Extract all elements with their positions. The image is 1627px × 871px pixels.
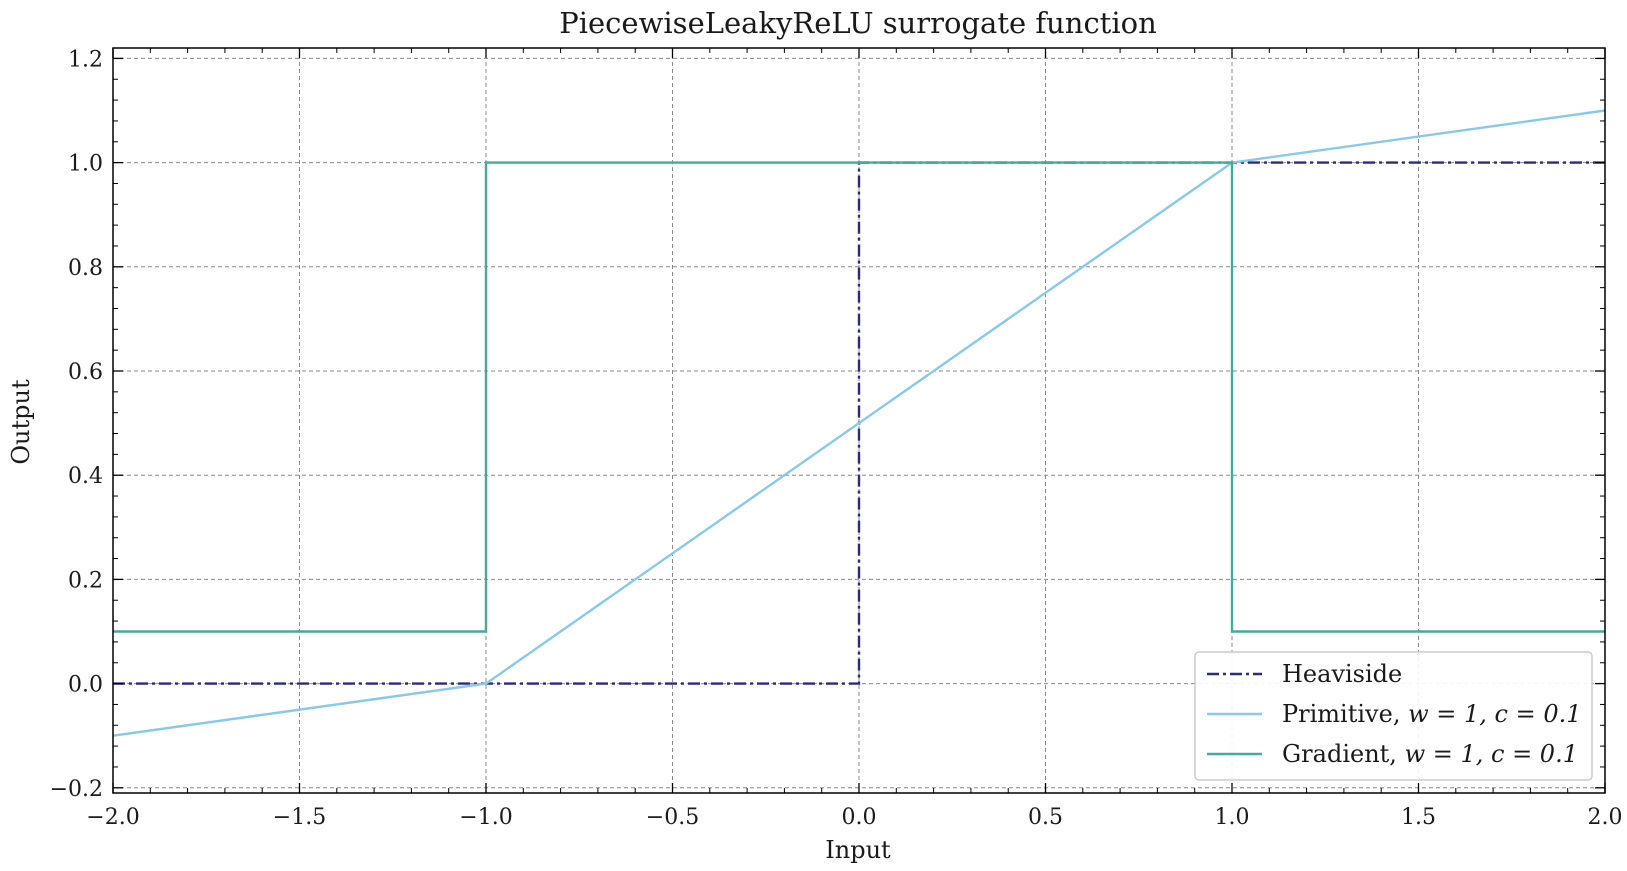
ticks: −2.0 −1.5 −1.0 −0.5 0.0 0.5 1.0 1.5 2.0 −0.2 0.0 0.… xyxy=(50,47,1623,830)
legend-label-2: Gradient, w = 1, c = 0.1 xyxy=(1282,740,1578,768)
series-line-2 xyxy=(113,161,1605,633)
chart-title: PiecewiseLeakyReLU surrogate function xyxy=(559,6,1157,40)
legend-label-text: Gradient, xyxy=(1282,740,1405,768)
legend-label-text: Primitive, xyxy=(1282,700,1408,728)
x-tick-label: −1.5 xyxy=(273,805,326,830)
legend-label-1: Primitive, w = 1, c = 0.1 xyxy=(1282,700,1582,728)
y-tick-label: 0.2 xyxy=(68,568,103,593)
y-tick-label: 1.0 xyxy=(68,152,103,177)
x-tick-label: −0.5 xyxy=(646,805,699,830)
plot-frame xyxy=(112,47,1606,794)
y-tick-label: 0.4 xyxy=(68,464,103,489)
x-tick-label: 0.0 xyxy=(842,805,877,830)
y-tick-label: −0.2 xyxy=(50,777,103,802)
y-tick-label: 1.2 xyxy=(68,47,103,72)
legend-label-math: w = 1, c = 0.1 xyxy=(1405,740,1578,768)
x-tick-label: 2.0 xyxy=(1588,805,1623,830)
x-tick-label: −2.0 xyxy=(86,805,139,830)
x-tick-label: −1.0 xyxy=(459,805,512,830)
legend-label-math: w = 1, c = 0.1 xyxy=(1408,700,1581,728)
legend-box xyxy=(1194,651,1593,781)
x-axis-label: Input xyxy=(825,836,891,864)
x-tick-label: 1.5 xyxy=(1401,805,1436,830)
legend-label-0: Heaviside xyxy=(1282,660,1402,688)
series-layer xyxy=(112,109,1606,737)
x-tick-label: 1.0 xyxy=(1215,805,1250,830)
x-tick-label: 0.5 xyxy=(1028,805,1063,830)
series-line-1 xyxy=(112,109,1606,737)
y-axis-label: Output xyxy=(7,379,35,465)
legend-label-text: Heaviside xyxy=(1282,660,1402,688)
y-tick-label: 0.8 xyxy=(68,256,103,281)
y-tick-label: 0.6 xyxy=(68,360,103,385)
y-tick-label: 0.0 xyxy=(68,673,103,698)
